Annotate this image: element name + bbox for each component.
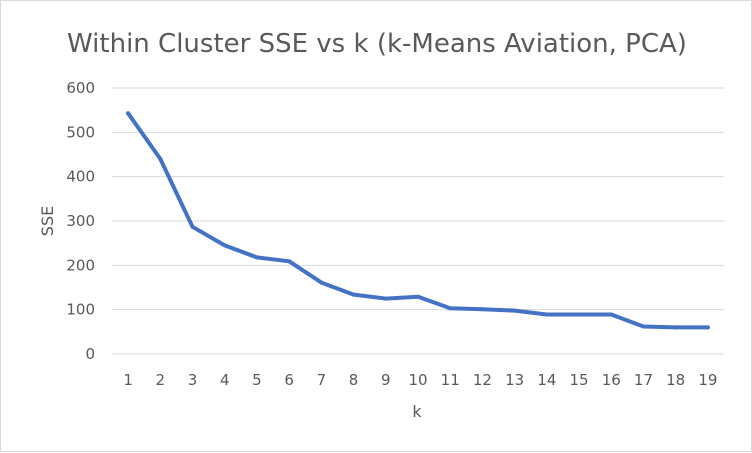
data-point	[512, 308, 517, 313]
y-tick-label: 300	[66, 212, 95, 230]
x-tick-label: 14	[537, 371, 556, 389]
data-point	[383, 296, 388, 301]
x-tick-label: 18	[666, 371, 685, 389]
x-tick-label: 10	[408, 371, 427, 389]
x-tick-label: 17	[634, 371, 653, 389]
data-point	[351, 292, 356, 297]
data-point	[480, 307, 485, 312]
data-point	[254, 255, 259, 260]
y-axis-title: SSE	[38, 206, 57, 236]
data-point	[287, 259, 292, 264]
data-point	[641, 324, 646, 329]
data-point	[190, 224, 195, 229]
gridlines	[112, 87, 724, 355]
y-tick-label: 0	[85, 345, 95, 363]
y-tick-label: 200	[66, 256, 95, 274]
x-tick-label: 1	[123, 371, 133, 389]
series-layer	[126, 111, 710, 330]
x-axis-ticks: 1 2 3 4 5 6 7 8 9 10 11 12 13 14 15 16 17 18 19	[123, 371, 717, 389]
x-tick-label: 2	[156, 371, 166, 389]
x-tick-label: 13	[505, 371, 524, 389]
y-tick-label: 100	[66, 301, 95, 319]
x-tick-label: 3	[188, 371, 198, 389]
x-tick-label: 11	[441, 371, 460, 389]
data-point	[705, 325, 710, 330]
x-tick-label: 6	[284, 371, 294, 389]
data-point	[158, 156, 163, 161]
data-point	[126, 111, 131, 116]
data-point	[577, 312, 582, 317]
data-point	[319, 280, 324, 285]
y-tick-label: 400	[66, 168, 95, 186]
y-tick-label: 600	[66, 79, 95, 97]
x-axis-title: k	[412, 402, 422, 421]
x-tick-label: 19	[698, 371, 717, 389]
y-axis-ticks: 0 100 200 300 400 500 600	[66, 79, 95, 363]
x-tick-label: 9	[381, 371, 391, 389]
x-tick-label: 5	[252, 371, 262, 389]
data-point	[222, 243, 227, 248]
data-point	[416, 294, 420, 299]
data-point	[544, 312, 549, 317]
data-point	[448, 306, 453, 311]
chart-title: Within Cluster SSE vs k (k-Means Aviatio…	[67, 29, 687, 59]
x-tick-label: 7	[317, 371, 327, 389]
y-tick-label: 500	[66, 123, 95, 141]
x-tick-label: 12	[473, 371, 492, 389]
x-tick-label: 8	[349, 371, 359, 389]
data-point	[673, 325, 678, 330]
x-tick-label: 4	[220, 371, 230, 389]
x-tick-label: 15	[570, 371, 589, 389]
x-tick-label: 16	[602, 371, 621, 389]
data-point	[609, 312, 614, 317]
